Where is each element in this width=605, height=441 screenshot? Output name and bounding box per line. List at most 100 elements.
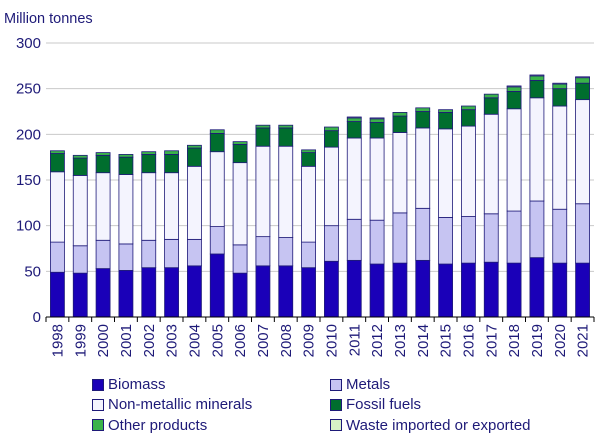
bar-non-metallic-minerals-2015 xyxy=(438,128,453,218)
bar-metals-2013 xyxy=(392,212,408,264)
bar-fossil-fuels-2003 xyxy=(164,154,179,174)
bar-biomass-2019 xyxy=(529,257,545,318)
bar-other-products-2017 xyxy=(483,93,499,99)
bar-fossil-fuels-2000 xyxy=(95,154,111,174)
bar-fossil-fuels-2008 xyxy=(278,127,294,147)
bar-other-products-1998 xyxy=(50,150,65,154)
bar-fossil-fuels-2014 xyxy=(415,111,431,129)
bar-biomass-2021 xyxy=(575,262,590,318)
bar-fossil-fuels-2013 xyxy=(392,115,408,133)
bar-biomass-2016 xyxy=(461,262,476,318)
x-tick-label-2020: 2020 xyxy=(552,324,569,357)
bar-non-metallic-minerals-2000 xyxy=(95,172,111,241)
x-tick-label-2012: 2012 xyxy=(369,324,386,357)
y-tick-label-0: 0 xyxy=(33,309,41,326)
legend-item-metals: Metals xyxy=(330,375,592,394)
x-tick-label-2018: 2018 xyxy=(506,324,523,357)
y-tick-label-200: 200 xyxy=(16,126,41,143)
bar-fossil-fuels-2017 xyxy=(483,97,499,115)
bar-other-products-1999 xyxy=(72,154,88,159)
bar-other-products-2002 xyxy=(141,151,157,155)
bar-other-products-2016 xyxy=(461,105,476,111)
bar-biomass-2011 xyxy=(346,259,362,318)
bar-fossil-fuels-1998 xyxy=(50,153,65,173)
bar-fossil-fuels-2015 xyxy=(438,112,453,130)
bar-non-metallic-minerals-2020 xyxy=(552,105,568,210)
bar-biomass-2001 xyxy=(118,270,134,318)
bar-biomass-2012 xyxy=(369,263,385,318)
bar-fossil-fuels-2004 xyxy=(187,147,202,167)
bar-biomass-2015 xyxy=(438,263,453,318)
bar-fossil-fuels-1999 xyxy=(72,157,88,176)
bar-metals-2000 xyxy=(95,239,111,269)
x-tick-label-2003: 2003 xyxy=(164,324,181,357)
bar-waste-imported-or-exported-2012 xyxy=(369,117,385,120)
bar-metals-2015 xyxy=(438,217,453,265)
bar-metals-2010 xyxy=(324,225,339,262)
bar-non-metallic-minerals-2005 xyxy=(209,151,225,227)
x-tick-label-1999: 1999 xyxy=(72,324,89,357)
legend: Biomass Metals Non-metallic minerals Fos… xyxy=(92,375,592,435)
bar-biomass-1999 xyxy=(72,272,88,318)
bar-non-metallic-minerals-2014 xyxy=(415,127,431,209)
bar-other-products-2003 xyxy=(164,150,179,155)
x-tick-label-2016: 2016 xyxy=(460,324,477,357)
bar-biomass-2010 xyxy=(324,260,339,318)
bar-non-metallic-minerals-2013 xyxy=(392,132,408,214)
bar-metals-2006 xyxy=(232,244,248,274)
bar-other-products-2004 xyxy=(187,144,202,149)
bar-non-metallic-minerals-2004 xyxy=(187,165,202,240)
bar-non-metallic-minerals-1998 xyxy=(50,171,65,243)
bar-other-products-2010 xyxy=(324,126,339,132)
bar-non-metallic-minerals-1999 xyxy=(72,175,88,247)
bar-biomass-2008 xyxy=(278,265,294,318)
bar-non-metallic-minerals-2007 xyxy=(255,145,271,238)
bar-other-products-2001 xyxy=(118,154,134,158)
bar-non-metallic-minerals-2001 xyxy=(118,174,134,245)
x-tick-label-2013: 2013 xyxy=(392,324,409,357)
bar-non-metallic-minerals-2021 xyxy=(575,99,590,205)
bar-non-metallic-minerals-2003 xyxy=(164,172,179,240)
x-tick-label-2001: 2001 xyxy=(118,324,135,357)
x-tick-label-2004: 2004 xyxy=(186,324,203,357)
bar-non-metallic-minerals-2009 xyxy=(301,165,316,243)
bar-metals-2001 xyxy=(118,243,134,271)
legend-swatch-metals xyxy=(330,378,342,391)
bar-other-products-2000 xyxy=(95,152,111,156)
bar-metals-2007 xyxy=(255,236,271,267)
bar-waste-imported-or-exported-2011 xyxy=(346,116,362,119)
x-tick-labels: 1998 1999 2000 2001 2002 2003 2004 2005 2006 2007… xyxy=(49,324,591,357)
bar-biomass-2007 xyxy=(255,265,271,318)
legend-swatch-biomass xyxy=(92,378,104,391)
bar-metals-2018 xyxy=(506,210,522,264)
legend-label-other-products: Other products xyxy=(108,416,208,434)
x-tick-label-2002: 2002 xyxy=(141,324,158,357)
legend-item-biomass: Biomass xyxy=(92,375,330,394)
y-tick-label-50: 50 xyxy=(24,263,41,280)
bar-other-products-2005 xyxy=(209,129,225,134)
legend-swatch-fossil-fuels xyxy=(330,398,342,411)
bar-other-products-2011 xyxy=(346,117,362,122)
bar-biomass-1998 xyxy=(50,271,65,318)
bar-non-metallic-minerals-2011 xyxy=(346,137,362,220)
bar-other-products-2012 xyxy=(369,118,385,123)
x-tick-label-2008: 2008 xyxy=(278,324,295,357)
bar-fossil-fuels-2021 xyxy=(575,82,590,101)
bar-metals-2005 xyxy=(209,226,225,255)
bar-biomass-2002 xyxy=(141,267,157,318)
bar-biomass-2017 xyxy=(483,261,499,318)
legend-item-waste-imported-or-exported: Waste imported or exported xyxy=(330,416,592,435)
bar-metals-1999 xyxy=(72,245,88,274)
bar-fossil-fuels-2001 xyxy=(118,156,134,175)
x-tick-label-2007: 2007 xyxy=(255,324,272,357)
bar-metals-2012 xyxy=(369,219,385,265)
bar-fossil-fuels-2009 xyxy=(301,152,316,167)
x-tick-label-2005: 2005 xyxy=(209,324,226,357)
bar-metals-2009 xyxy=(301,241,316,269)
bar-biomass-2009 xyxy=(301,267,316,318)
bar-metals-2020 xyxy=(552,208,568,264)
legend-swatch-non-metallic-minerals xyxy=(92,398,104,411)
bar-metals-2019 xyxy=(529,200,545,259)
bar-fossil-fuels-2007 xyxy=(255,127,271,147)
bar-biomass-2006 xyxy=(232,272,248,318)
